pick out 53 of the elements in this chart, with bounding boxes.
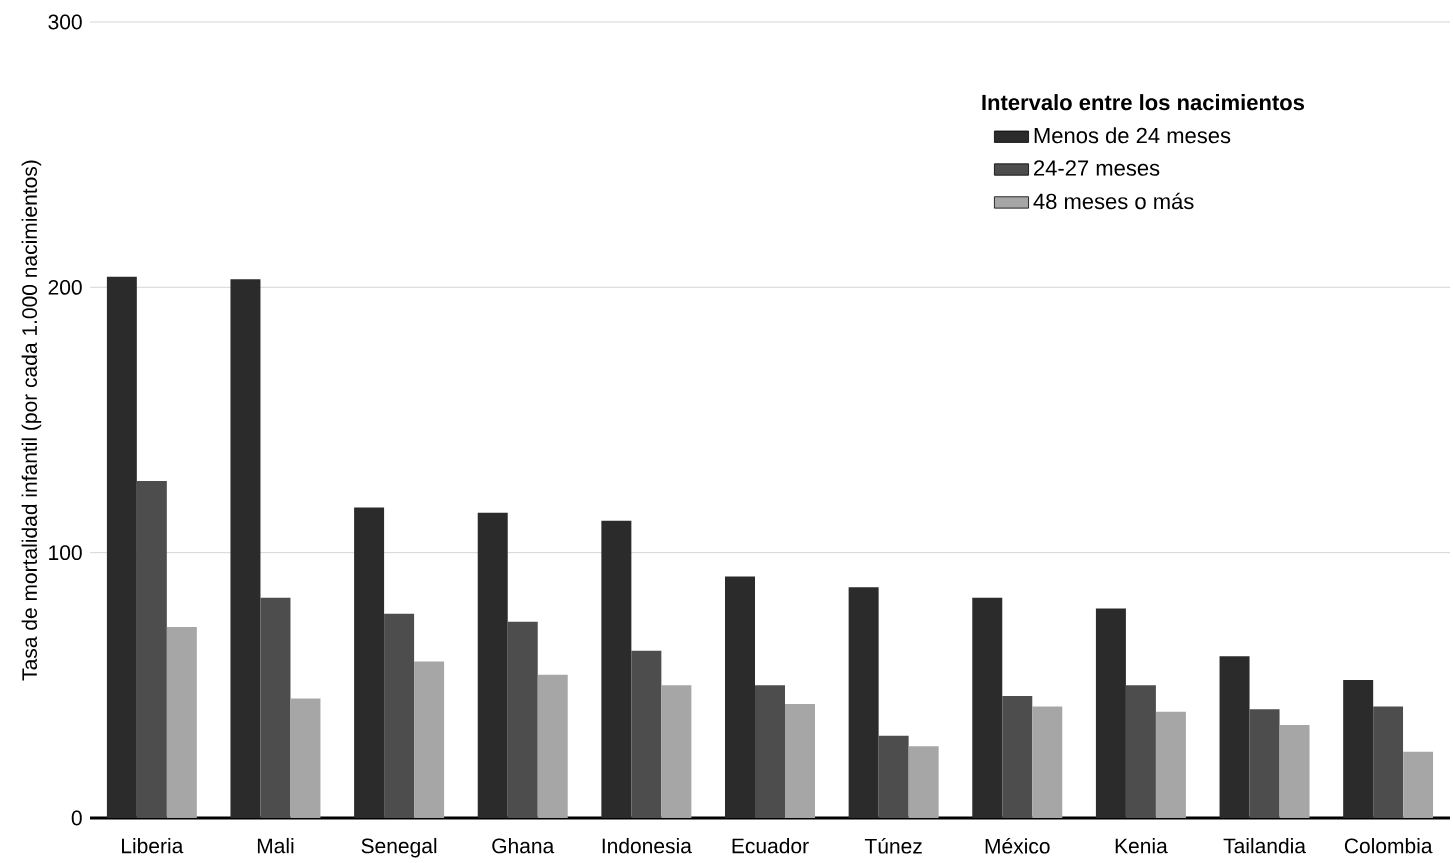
bar xyxy=(661,685,692,818)
x-tick-label: Túnez xyxy=(864,837,922,854)
x-tick-label: Liberia xyxy=(122,837,184,854)
legend-label: 24-27 meses xyxy=(1034,160,1160,176)
bar xyxy=(1095,608,1126,818)
legend-label: Menos de 24 meses xyxy=(1034,127,1231,144)
bar xyxy=(384,613,415,818)
bar xyxy=(166,626,197,818)
bar xyxy=(908,746,939,818)
bar xyxy=(785,703,815,818)
bar xyxy=(1002,695,1033,818)
bar xyxy=(972,597,1003,818)
x-tick-label: Mali xyxy=(257,837,294,854)
x-tick-label: Ecuador xyxy=(732,837,809,854)
bar xyxy=(1343,680,1374,818)
x-tick-label: Tailandia xyxy=(1223,837,1306,854)
bar xyxy=(230,279,261,818)
y-tick-label: 200 xyxy=(48,279,82,295)
bar xyxy=(601,520,632,818)
bar xyxy=(414,661,445,818)
bar xyxy=(537,674,568,818)
bar xyxy=(1219,656,1250,818)
x-tick-label: Senegal xyxy=(361,837,437,858)
y-tick-label: 0 xyxy=(71,810,82,826)
y-tick-label: 100 xyxy=(49,545,82,561)
y-tick-label: 300 xyxy=(48,14,82,30)
bar xyxy=(1279,725,1310,818)
bar xyxy=(1403,751,1434,818)
bar xyxy=(1032,706,1063,818)
legend-label: 48 meses o más xyxy=(1033,192,1194,210)
bar xyxy=(1155,711,1186,818)
x-tick-label: Indonesia xyxy=(602,837,692,854)
bar xyxy=(1373,706,1404,818)
x-tick-label: Ghana xyxy=(492,837,555,854)
x-tick-label: Colombia xyxy=(1344,837,1433,854)
bar xyxy=(106,276,137,818)
x-tick-label: Kenia xyxy=(1115,837,1168,854)
bar xyxy=(1249,709,1280,818)
bar xyxy=(354,507,385,818)
bar xyxy=(290,698,321,818)
bar xyxy=(1125,685,1156,818)
bar xyxy=(477,512,508,818)
y-axis-title: Tasa de mortalidad infantil (por cada 1.000 nacimientos) xyxy=(21,160,42,681)
bar xyxy=(755,685,786,818)
x-tick-label: México xyxy=(985,837,1050,854)
bar xyxy=(725,576,755,818)
bar xyxy=(136,481,167,818)
bar xyxy=(878,735,909,818)
legend-title: Intervalo entre los nacimientos xyxy=(982,94,1304,111)
bar xyxy=(848,587,879,818)
bar xyxy=(507,621,538,818)
bar xyxy=(631,650,662,818)
bar xyxy=(260,597,291,818)
